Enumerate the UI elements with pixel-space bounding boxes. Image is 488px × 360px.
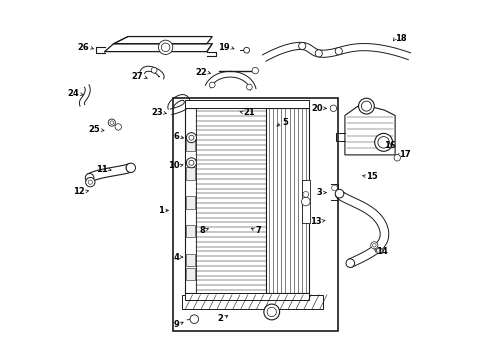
Text: 5: 5 bbox=[282, 118, 287, 127]
Circle shape bbox=[186, 158, 196, 168]
Circle shape bbox=[88, 180, 92, 184]
Text: 6: 6 bbox=[173, 132, 179, 141]
Text: 4: 4 bbox=[173, 253, 179, 262]
Text: 20: 20 bbox=[310, 104, 322, 113]
Circle shape bbox=[377, 136, 388, 148]
Circle shape bbox=[334, 48, 342, 55]
Circle shape bbox=[315, 50, 322, 57]
Text: 14: 14 bbox=[376, 247, 387, 256]
Bar bbox=[265, 108, 308, 293]
Bar bbox=[185, 268, 195, 280]
Bar bbox=[182, 295, 323, 309]
Circle shape bbox=[151, 67, 157, 73]
Circle shape bbox=[209, 82, 215, 88]
Bar bbox=[185, 196, 195, 209]
Text: 26: 26 bbox=[78, 43, 89, 52]
Text: 2: 2 bbox=[217, 314, 223, 323]
Circle shape bbox=[393, 154, 400, 161]
Circle shape bbox=[188, 160, 194, 165]
Circle shape bbox=[158, 40, 172, 54]
Text: 19: 19 bbox=[218, 43, 230, 52]
Circle shape bbox=[190, 315, 198, 323]
Bar bbox=[172, 98, 337, 330]
Text: 24: 24 bbox=[68, 89, 80, 98]
Text: 13: 13 bbox=[309, 217, 321, 226]
Text: 27: 27 bbox=[131, 72, 143, 81]
Circle shape bbox=[186, 133, 196, 143]
Bar bbox=[301, 180, 309, 223]
Circle shape bbox=[115, 124, 121, 130]
Circle shape bbox=[361, 101, 371, 111]
Circle shape bbox=[266, 307, 276, 317]
Text: 3: 3 bbox=[316, 188, 322, 197]
Bar bbox=[185, 293, 308, 300]
Bar bbox=[185, 167, 195, 180]
Circle shape bbox=[85, 177, 95, 187]
Text: 10: 10 bbox=[167, 161, 179, 170]
Circle shape bbox=[161, 43, 169, 51]
Circle shape bbox=[108, 119, 115, 126]
Circle shape bbox=[335, 189, 343, 198]
Circle shape bbox=[331, 185, 337, 191]
Circle shape bbox=[110, 121, 113, 125]
Circle shape bbox=[126, 163, 135, 172]
Circle shape bbox=[188, 135, 194, 140]
Text: 18: 18 bbox=[394, 34, 406, 43]
Circle shape bbox=[370, 242, 377, 249]
Circle shape bbox=[329, 105, 336, 112]
Polygon shape bbox=[344, 107, 394, 155]
Bar bbox=[196, 108, 265, 293]
Circle shape bbox=[374, 134, 392, 151]
Circle shape bbox=[244, 47, 249, 53]
Text: 17: 17 bbox=[398, 150, 409, 159]
Text: 12: 12 bbox=[73, 187, 85, 196]
Circle shape bbox=[264, 304, 279, 320]
Circle shape bbox=[376, 248, 382, 253]
Circle shape bbox=[126, 163, 135, 172]
Text: 11: 11 bbox=[96, 165, 107, 174]
Text: 22: 22 bbox=[195, 68, 206, 77]
Circle shape bbox=[346, 259, 354, 267]
Text: 23: 23 bbox=[151, 108, 163, 117]
Circle shape bbox=[85, 174, 94, 182]
Text: 21: 21 bbox=[244, 108, 255, 117]
Bar bbox=[185, 100, 308, 108]
Circle shape bbox=[298, 42, 305, 50]
Circle shape bbox=[246, 84, 252, 90]
Bar bbox=[185, 253, 195, 266]
Circle shape bbox=[303, 192, 308, 197]
Text: 9: 9 bbox=[173, 320, 179, 329]
Circle shape bbox=[301, 197, 309, 206]
Circle shape bbox=[358, 98, 373, 114]
Bar bbox=[185, 225, 195, 237]
Text: 7: 7 bbox=[255, 226, 261, 235]
Text: 16: 16 bbox=[384, 141, 395, 150]
Circle shape bbox=[372, 243, 375, 247]
Circle shape bbox=[251, 67, 258, 74]
Text: 8: 8 bbox=[199, 226, 204, 235]
Text: 1: 1 bbox=[157, 206, 163, 215]
Bar bbox=[185, 108, 196, 293]
Text: 15: 15 bbox=[366, 172, 377, 181]
Text: 25: 25 bbox=[88, 125, 100, 134]
Bar bbox=[185, 139, 195, 151]
